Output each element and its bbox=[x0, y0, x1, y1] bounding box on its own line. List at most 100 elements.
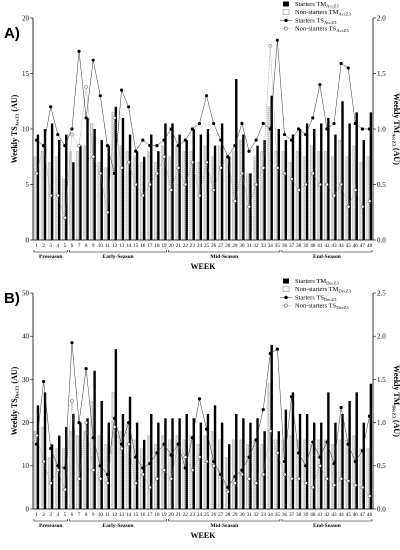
bar-starters bbox=[355, 112, 358, 240]
x-tick-label: 28 bbox=[225, 243, 231, 249]
point-starters-ts bbox=[91, 436, 95, 440]
point-starters-ts bbox=[261, 408, 265, 412]
x-tick-label: 14 bbox=[126, 512, 132, 518]
point-starters-ts bbox=[70, 341, 74, 345]
bar-starters bbox=[199, 134, 203, 240]
x-tick-label: 34 bbox=[268, 512, 274, 518]
bar-nonstarters bbox=[118, 145, 122, 241]
bar-starters bbox=[178, 134, 181, 240]
point-nonstarters-ts bbox=[247, 204, 251, 209]
point-nonstarters-ts bbox=[119, 446, 124, 451]
y-tick-label-right: 2.5 bbox=[377, 289, 386, 297]
x-tick-label: 39 bbox=[303, 512, 309, 518]
y-tick-label-left: 0 bbox=[26, 505, 30, 513]
x-tick-label: 9 bbox=[92, 243, 95, 249]
point-starters-ts bbox=[233, 475, 237, 479]
y-tick-label-right: 0.0 bbox=[377, 505, 386, 513]
point-nonstarters-ts bbox=[183, 455, 188, 459]
point-starters-ts bbox=[112, 171, 117, 175]
phase-bracket bbox=[69, 250, 167, 253]
bar-starters bbox=[256, 145, 259, 240]
x-tick-label: 18 bbox=[154, 512, 160, 518]
bar-nonstarters bbox=[253, 156, 257, 241]
bar-starters bbox=[327, 117, 330, 240]
point-nonstarters-ts bbox=[247, 477, 251, 481]
x-tick-label: 26 bbox=[211, 243, 217, 249]
x-tick-label: 36 bbox=[282, 512, 288, 518]
y-tick-label-left: 20 bbox=[22, 419, 30, 427]
point-nonstarters-ts bbox=[162, 468, 166, 472]
bar-nonstarters bbox=[295, 151, 299, 241]
bar-starters bbox=[270, 344, 273, 509]
point-nonstarters-ts bbox=[155, 477, 159, 481]
bar-starters bbox=[72, 162, 75, 240]
point-starters-ts bbox=[169, 127, 173, 131]
bar-starters bbox=[277, 129, 280, 240]
legend-swatch bbox=[284, 303, 288, 308]
bar-nonstarters bbox=[111, 392, 115, 510]
bar-starters bbox=[284, 409, 288, 509]
point-nonstarters-ts bbox=[289, 477, 294, 481]
y-tick-label-right: 1.5 bbox=[377, 376, 386, 384]
point-nonstarters-ts bbox=[112, 425, 117, 429]
x-tick-label: 8 bbox=[85, 243, 88, 249]
bar-starters bbox=[171, 418, 174, 509]
point-starters-ts bbox=[212, 121, 216, 126]
point-nonstarters-ts bbox=[197, 455, 202, 459]
bar-nonstarters bbox=[125, 422, 129, 510]
point-nonstarters-ts bbox=[296, 188, 301, 192]
bar-nonstarters bbox=[147, 435, 150, 510]
point-nonstarters-ts bbox=[325, 477, 329, 481]
line-nonstarters-ts bbox=[36, 45, 370, 218]
bar-nonstarters bbox=[55, 156, 58, 241]
point-nonstarters-ts bbox=[296, 477, 301, 481]
point-nonstarters-ts bbox=[311, 485, 315, 490]
bar-nonstarters bbox=[210, 431, 214, 510]
x-tick-label: 43 bbox=[331, 243, 337, 249]
bar-starters bbox=[256, 418, 259, 509]
x-tick-label: 13 bbox=[119, 243, 125, 249]
x-tick-label: 11 bbox=[105, 512, 110, 518]
point-nonstarters-ts bbox=[353, 483, 358, 487]
x-tick-label: 3 bbox=[49, 512, 52, 518]
legend-label: Non-starters TMDecZ3 bbox=[295, 286, 352, 294]
point-nonstarters-ts bbox=[218, 166, 223, 170]
bar-nonstarters bbox=[83, 431, 87, 510]
point-nonstarters-ts bbox=[105, 481, 110, 485]
point-starters-ts bbox=[34, 442, 39, 446]
phase-bracket bbox=[168, 519, 281, 522]
x-axis-title: WEEK bbox=[191, 262, 217, 271]
x-tick-label: 15 bbox=[133, 243, 139, 249]
point-nonstarters-ts bbox=[70, 132, 74, 137]
bar-starters bbox=[348, 401, 351, 509]
x-tick-label: 11 bbox=[105, 243, 110, 249]
x-tick-label: 32 bbox=[254, 512, 260, 518]
point-starters-ts bbox=[141, 138, 145, 142]
x-tick-label: 19 bbox=[161, 512, 167, 518]
bar-nonstarters bbox=[274, 439, 278, 510]
y-tick-label-left: 30 bbox=[22, 376, 30, 384]
bar-starters bbox=[213, 405, 217, 509]
bar-starters bbox=[355, 392, 358, 509]
phase-bracket bbox=[33, 519, 68, 522]
point-starters-ts bbox=[49, 105, 53, 109]
bar-nonstarters bbox=[352, 435, 356, 510]
bar-starters bbox=[291, 392, 295, 509]
bar-starters bbox=[121, 413, 125, 509]
point-starters-ts bbox=[240, 121, 244, 126]
bar-nonstarters bbox=[366, 448, 370, 510]
bar-nonstarters bbox=[69, 151, 72, 241]
point-starters-ts bbox=[297, 127, 301, 131]
point-starters-ts bbox=[105, 144, 109, 148]
bar-starters bbox=[263, 431, 266, 509]
point-nonstarters-ts bbox=[318, 182, 322, 187]
bar-starters bbox=[320, 123, 323, 240]
x-tick-label: 23 bbox=[190, 243, 196, 249]
point-starters-ts bbox=[247, 149, 251, 153]
x-tick-label: 34 bbox=[268, 243, 274, 249]
bar-starters bbox=[327, 392, 330, 509]
bar-nonstarters bbox=[260, 151, 264, 241]
point-starters-ts bbox=[360, 449, 364, 453]
bar-nonstarters bbox=[203, 435, 207, 510]
